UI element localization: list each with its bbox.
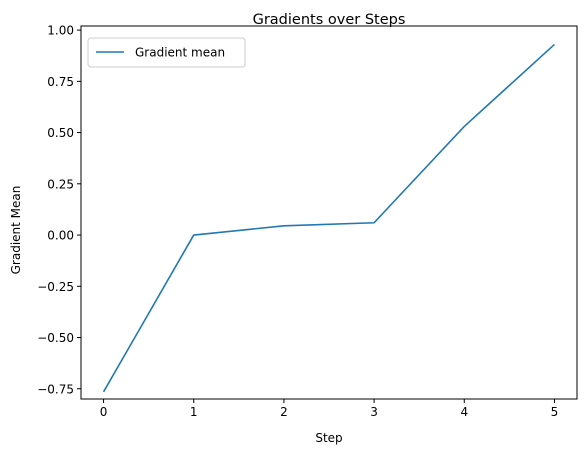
- y-tick-label: 0.00: [47, 229, 74, 243]
- x-tick-label: 0: [100, 405, 108, 419]
- x-tick-label: 2: [280, 405, 288, 419]
- y-tick-label: 0.25: [47, 177, 74, 191]
- y-tick-label: −0.25: [37, 280, 74, 294]
- chart-title: Gradients over Steps: [253, 12, 406, 28]
- y-tick-label: 0.50: [47, 126, 74, 140]
- y-tick-label: 1.00: [47, 24, 74, 38]
- y-tick-label: 0.75: [47, 75, 74, 89]
- x-tick-label: 4: [460, 405, 468, 419]
- series-layer: [102, 43, 555, 393]
- legend-label: Gradient mean: [135, 46, 225, 60]
- legend-box: [87, 37, 246, 68]
- x-tick-label: 3: [370, 405, 378, 419]
- x-axis: 0 1 2 3 4 5: [100, 399, 559, 419]
- y-axis: −0.75 −0.50 −0.25 0.00 0.25 0.50 0.75 1.00: [37, 24, 81, 396]
- x-tick-label: 1: [190, 405, 198, 419]
- y-axis-label: Gradient Mean: [9, 186, 23, 275]
- y-tick-label: −0.50: [37, 331, 74, 345]
- x-tick-label: 5: [551, 405, 559, 419]
- series-line-gradient-mean: [102, 43, 555, 393]
- x-axis-label: Step: [315, 431, 342, 445]
- y-tick-label: −0.75: [37, 382, 74, 396]
- legend: Gradient mean: [87, 37, 246, 68]
- plot-area: [80, 25, 578, 400]
